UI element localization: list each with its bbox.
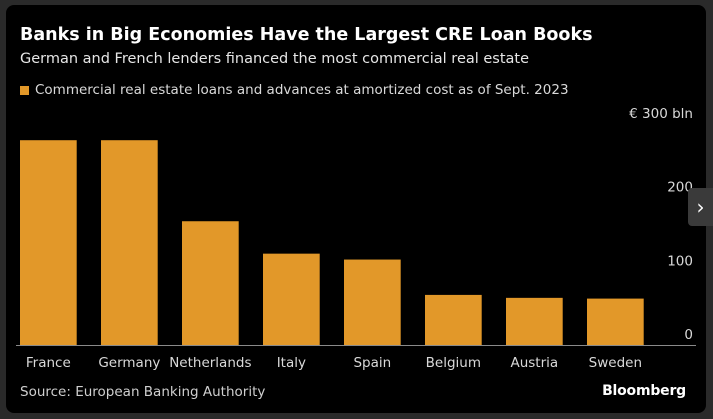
- x-tick-label: France: [26, 355, 71, 371]
- chart-legend: Commercial real estate loans and advance…: [20, 82, 569, 98]
- chart-title: Banks in Big Economies Have the Largest …: [20, 25, 593, 45]
- bar: [101, 140, 158, 345]
- bloomberg-logo: Bloomberg: [602, 383, 686, 399]
- chevron-right-icon: ›: [696, 195, 705, 219]
- x-tick-label: Netherlands: [169, 355, 251, 371]
- chart-card: Banks in Big Economies Have the Largest …: [6, 5, 706, 413]
- bar: [182, 221, 239, 345]
- legend-label: Commercial real estate loans and advance…: [35, 82, 569, 98]
- bar: [506, 297, 563, 345]
- bar: [587, 298, 644, 345]
- bar: [263, 253, 320, 345]
- x-tick-label: Spain: [353, 355, 391, 371]
- y-tick-label: 100: [667, 253, 693, 269]
- x-tick-label: Sweden: [589, 355, 642, 371]
- bar: [344, 259, 401, 345]
- y-tick-label: € 300 bln: [629, 106, 693, 122]
- bar-chart: 0 100 200 € 300 bln France Germany Netherlands…: [16, 106, 696, 371]
- x-tick-label: Belgium: [426, 355, 481, 371]
- source-note: Source: European Banking Authority: [20, 384, 266, 400]
- next-chart-button[interactable]: ›: [688, 188, 713, 226]
- y-tick-label: 200: [667, 180, 693, 196]
- x-tick-label: Austria: [510, 355, 558, 371]
- x-tick-label: Germany: [98, 355, 160, 371]
- chart-subtitle: German and French lenders financed the m…: [20, 51, 530, 67]
- y-tick-label: 0: [684, 327, 693, 343]
- bar: [20, 140, 77, 345]
- bar: [425, 294, 482, 345]
- x-tick-label: Italy: [277, 355, 306, 371]
- legend-swatch: [20, 85, 29, 95]
